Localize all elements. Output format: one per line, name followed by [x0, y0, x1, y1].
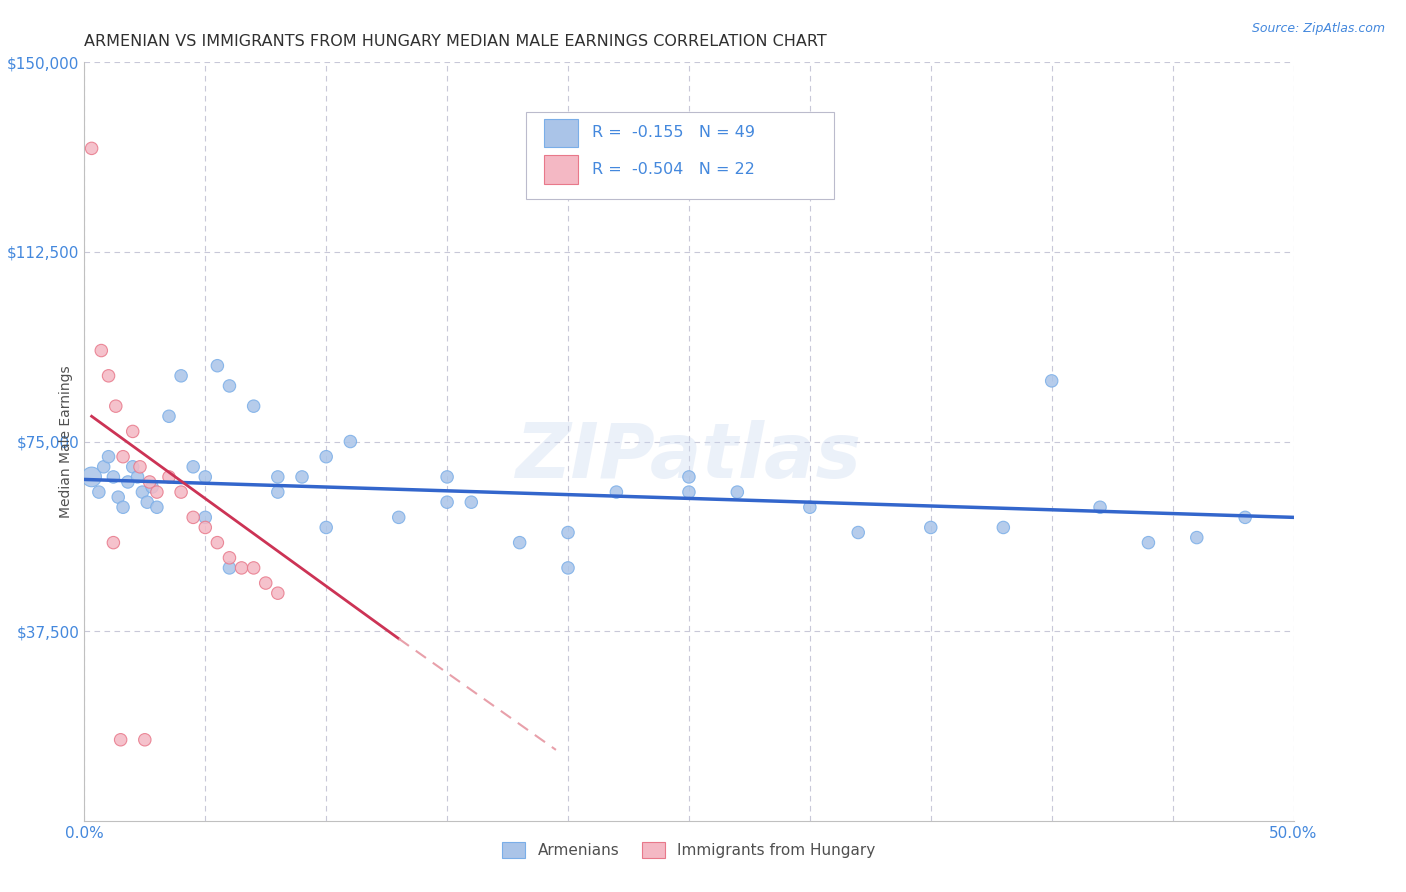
Point	[134, 732, 156, 747]
Point	[138, 475, 160, 489]
Text: Source: ZipAtlas.com: Source: ZipAtlas.com	[1251, 22, 1385, 36]
Point	[157, 470, 180, 484]
Point	[146, 485, 169, 500]
Point	[315, 520, 337, 534]
Point	[339, 434, 361, 449]
Point	[605, 485, 627, 500]
Point	[388, 510, 411, 524]
Legend: Armenians, Immigrants from Hungary: Armenians, Immigrants from Hungary	[495, 835, 883, 866]
Point	[157, 409, 180, 424]
Point	[121, 459, 143, 474]
Point	[509, 535, 531, 549]
Point	[1137, 535, 1160, 549]
Point	[141, 480, 163, 494]
Point	[993, 520, 1015, 534]
Text: ZIPatlas: ZIPatlas	[516, 420, 862, 493]
Point	[129, 459, 152, 474]
Point	[846, 525, 869, 540]
Point	[80, 470, 103, 484]
Point	[103, 470, 125, 484]
Point	[267, 586, 290, 600]
Point	[799, 500, 821, 515]
Point	[170, 485, 193, 500]
Point	[97, 368, 120, 383]
Point	[146, 500, 169, 515]
Point	[267, 470, 290, 484]
Point	[90, 343, 112, 358]
Point	[87, 485, 110, 500]
Point	[121, 425, 143, 439]
Point	[117, 475, 139, 489]
Point	[725, 485, 748, 500]
Point	[127, 470, 149, 484]
Point	[112, 450, 135, 464]
Point	[678, 470, 700, 484]
Point	[557, 525, 579, 540]
Bar	[544, 119, 578, 147]
Point	[112, 500, 135, 515]
Point	[291, 470, 314, 484]
Point	[1185, 531, 1208, 545]
Point	[194, 470, 217, 484]
Point	[181, 510, 204, 524]
Point	[80, 141, 103, 155]
Point	[107, 490, 129, 504]
Point	[436, 495, 458, 509]
Point	[1088, 500, 1111, 515]
Point	[181, 459, 204, 474]
Point	[436, 470, 458, 484]
Point	[218, 550, 240, 565]
Point	[315, 450, 337, 464]
Y-axis label: Median Male Earnings: Median Male Earnings	[59, 365, 73, 518]
Text: ARMENIAN VS IMMIGRANTS FROM HUNGARY MEDIAN MALE EARNINGS CORRELATION CHART: ARMENIAN VS IMMIGRANTS FROM HUNGARY MEDI…	[84, 34, 827, 49]
Point	[170, 368, 193, 383]
Point	[131, 485, 153, 500]
Point	[920, 520, 942, 534]
FancyBboxPatch shape	[526, 112, 834, 199]
Point	[97, 450, 120, 464]
Point	[110, 732, 132, 747]
Point	[267, 485, 290, 500]
Point	[136, 495, 159, 509]
Point	[254, 576, 277, 591]
Point	[207, 535, 229, 549]
Point	[242, 399, 264, 413]
Text: R =  -0.155   N = 49: R = -0.155 N = 49	[592, 126, 755, 140]
Point	[1040, 374, 1063, 388]
Point	[218, 561, 240, 575]
Point	[557, 561, 579, 575]
Point	[93, 459, 115, 474]
Point	[104, 399, 127, 413]
Point	[103, 535, 125, 549]
Point	[678, 485, 700, 500]
Point	[231, 561, 253, 575]
Point	[1234, 510, 1257, 524]
Point	[194, 510, 217, 524]
Point	[194, 520, 217, 534]
Bar	[544, 155, 578, 184]
Point	[207, 359, 229, 373]
Point	[242, 561, 264, 575]
Point	[218, 379, 240, 393]
Point	[460, 495, 482, 509]
Text: R =  -0.504   N = 22: R = -0.504 N = 22	[592, 161, 755, 177]
